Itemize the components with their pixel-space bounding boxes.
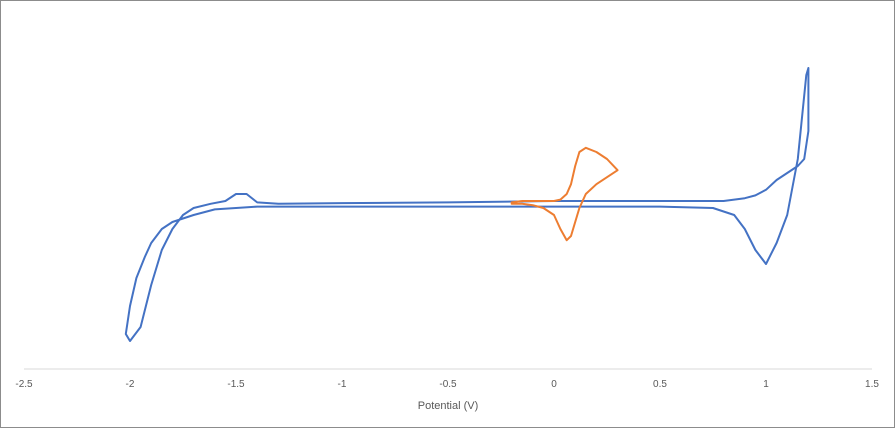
x-tick-label: -1.5 — [227, 379, 245, 390]
x-tick-label: -2.5 — [15, 379, 33, 390]
x-tick-label: 0.5 — [653, 379, 667, 390]
series-layer — [124, 67, 810, 342]
x-tick-label: -0.5 — [439, 379, 457, 390]
x-axis-title: Potential (V) — [418, 400, 479, 412]
x-tick-label: 0 — [551, 379, 557, 390]
x-tick-label: -1 — [338, 379, 347, 390]
x-tick-labels: -2.5 -2 -1.5 -1 -0.5 0 0.5 1 1.5 — [15, 379, 879, 390]
x-tick-label: 1 — [763, 379, 769, 390]
series-line-1 — [124, 67, 810, 342]
series-line-2 — [510, 146, 619, 242]
x-tick-label: 1.5 — [865, 379, 879, 390]
x-tick-label: -2 — [126, 379, 135, 390]
